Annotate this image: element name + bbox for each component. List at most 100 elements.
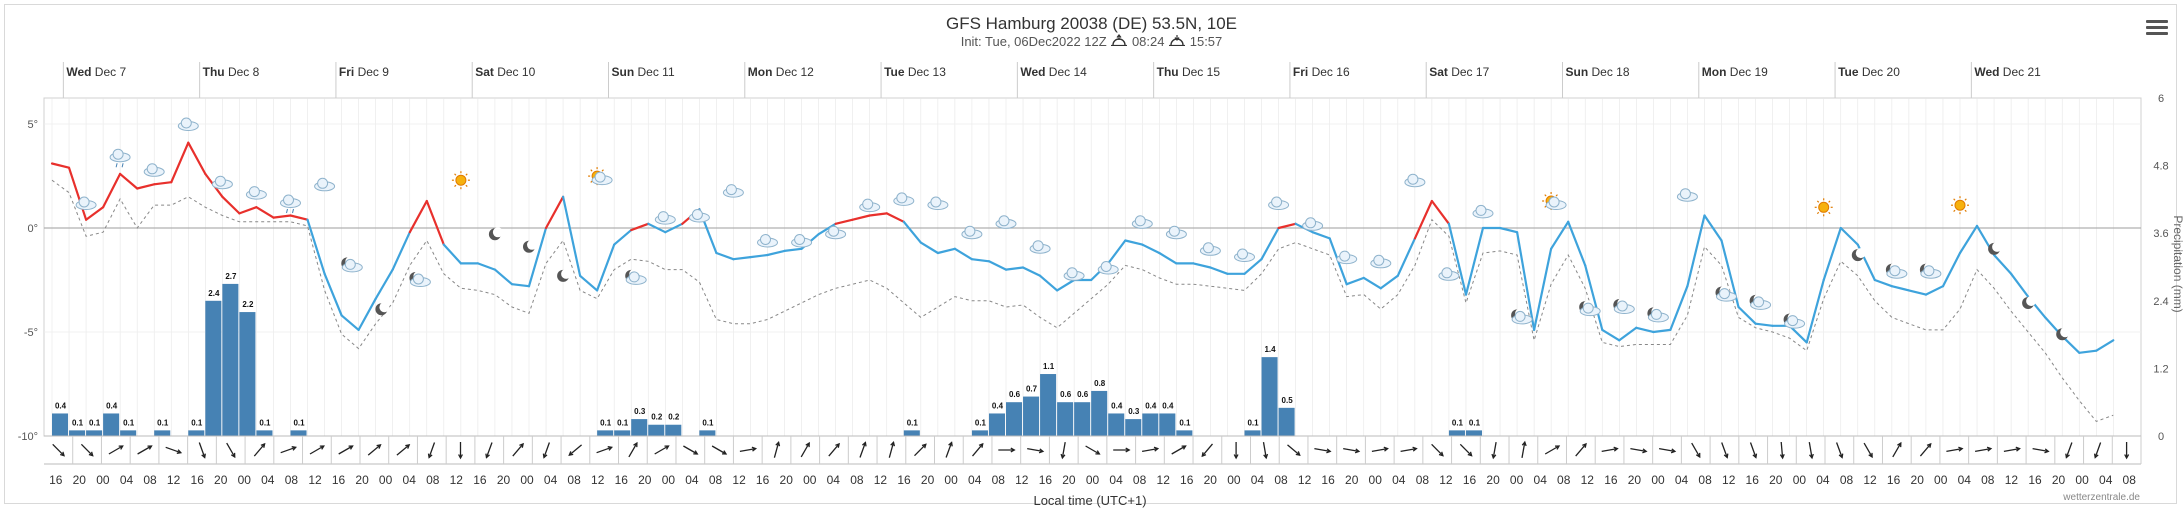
temperature-cold-segment <box>1158 251 1178 265</box>
wind-arrow <box>568 444 583 456</box>
wind-arrow <box>1287 444 1301 456</box>
wind-arrow-head <box>633 441 638 448</box>
precip-bar <box>1278 407 1295 436</box>
cloud-puff <box>1582 302 1594 314</box>
sun-ray <box>1953 198 1956 201</box>
sun-ray <box>1964 209 1967 212</box>
chart-subtitle: Init: Tue, 06Dec2022 12Z 08:24 15:57 <box>0 34 2183 49</box>
wind-arrow-head <box>921 443 927 449</box>
sunset-icon <box>1168 34 1186 49</box>
hour-label: 08 <box>567 473 581 487</box>
wind-arrow <box>165 446 182 454</box>
cloud-puff <box>794 234 806 245</box>
cloud-icon <box>1438 267 1460 281</box>
temperature-warm-segment <box>85 206 105 221</box>
moon-shadow <box>2060 327 2071 338</box>
hour-label: 08 <box>1274 473 1288 487</box>
cloud-puff <box>725 184 737 196</box>
wind-arrow <box>654 445 669 455</box>
wind-arrow-head <box>1326 448 1332 454</box>
cloud-icon <box>1165 225 1187 240</box>
day-label: Mon Dec 12 <box>748 65 814 79</box>
cloud-icon <box>211 175 233 190</box>
wind-arrow-head <box>1125 447 1131 453</box>
cloud-icon <box>1029 240 1051 254</box>
wind-arrow <box>226 442 236 458</box>
wind-arrow-head <box>230 452 236 459</box>
hour-label: 04 <box>1109 473 1123 487</box>
hour-label: 20 <box>2052 473 2066 487</box>
rain-drop <box>115 163 118 168</box>
cloud-puff <box>1271 196 1283 208</box>
day-label: Wed Dec 14 <box>1020 65 1087 79</box>
moon-icon <box>1988 241 2003 255</box>
cloud-puff <box>628 271 640 283</box>
wind-arrow-head <box>978 442 984 448</box>
temperature-warm-segment <box>67 166 88 221</box>
temperature-cold-segment <box>1805 278 1825 344</box>
hour-label: 16 <box>756 473 770 487</box>
moon-cloud-icon <box>1749 293 1772 310</box>
precip-bar <box>614 430 631 436</box>
wind-arrow-head <box>568 451 574 456</box>
wind-arrow-head <box>1986 446 1993 452</box>
credit-text[interactable]: wetterzentrale.de <box>2062 492 2140 503</box>
wind-arrow-head <box>1582 442 1587 448</box>
cloud-puff <box>1407 173 1419 185</box>
wind-arrow <box>1343 447 1360 453</box>
sunset-time: 15:57 <box>1189 34 1223 49</box>
hour-label: 04 <box>1816 473 1830 487</box>
day-label: Thu Dec 15 <box>1157 65 1221 79</box>
hour-label: 20 <box>638 473 652 487</box>
wind-arrow-head <box>1554 445 1561 450</box>
hour-label: 20 <box>73 473 87 487</box>
precip-label: 0.1 <box>191 418 203 427</box>
hour-label: 04 <box>1534 473 1548 487</box>
wind-arrow-head <box>775 440 781 447</box>
precip-bar <box>1040 374 1057 436</box>
hour-label: 04 <box>968 473 982 487</box>
hour-label: 00 <box>803 473 817 487</box>
wind-arrow <box>1721 442 1728 458</box>
temperature-cold-segment <box>1039 274 1059 292</box>
wind-arrow-head <box>1670 448 1677 454</box>
temperature-warm-segment <box>119 172 139 190</box>
hour-label: 08 <box>709 473 723 487</box>
hour-label: 12 <box>1863 473 1877 487</box>
temperature-cold-segment <box>2078 349 2098 354</box>
moon-icon <box>488 227 503 241</box>
precip-label: 0.4 <box>106 401 118 410</box>
wind-arrows <box>44 435 2142 465</box>
precip-label: 1.4 <box>1264 345 1276 354</box>
cloud-puff <box>1100 261 1112 272</box>
temperature-cold-segment <box>987 260 1008 271</box>
wind-arrow-head <box>861 441 867 447</box>
cloud-icon <box>1472 204 1494 219</box>
x-axis-title: Local time (UTC+1) <box>1033 493 1146 508</box>
temperature-cold-segment <box>1635 326 1655 334</box>
cloud-puff <box>998 215 1010 227</box>
hamburger-menu-icon[interactable] <box>2146 18 2168 38</box>
wind-arrow <box>1262 441 1267 459</box>
moon-cloud-icon <box>409 271 431 287</box>
moon-shadow <box>379 302 390 313</box>
sun-ray <box>465 173 468 176</box>
precip-label: 0.1 <box>1469 418 1481 427</box>
cloud-puff <box>1923 265 1935 277</box>
wind-arrow-head <box>721 450 728 455</box>
sun-ray <box>601 169 604 172</box>
temperature-cold-segment <box>476 262 496 271</box>
wind-arrow-head <box>664 445 670 450</box>
hour-label: 04 <box>1392 473 1406 487</box>
hour-label: 00 <box>2075 473 2089 487</box>
cloud-icon <box>791 234 813 248</box>
y-right-tick-label: 1.2 <box>2153 363 2168 375</box>
temperature-cold-segment <box>1379 274 1399 290</box>
day-label: Sat Dec 17 <box>1429 65 1489 79</box>
wind-arrow <box>1085 445 1100 455</box>
day-label: Fri Dec 9 <box>339 65 389 79</box>
moon-cloud-icon <box>625 268 647 285</box>
wind-arrow <box>1521 441 1526 459</box>
precip-bar <box>1057 402 1074 436</box>
wind-arrow-head <box>1808 453 1814 460</box>
